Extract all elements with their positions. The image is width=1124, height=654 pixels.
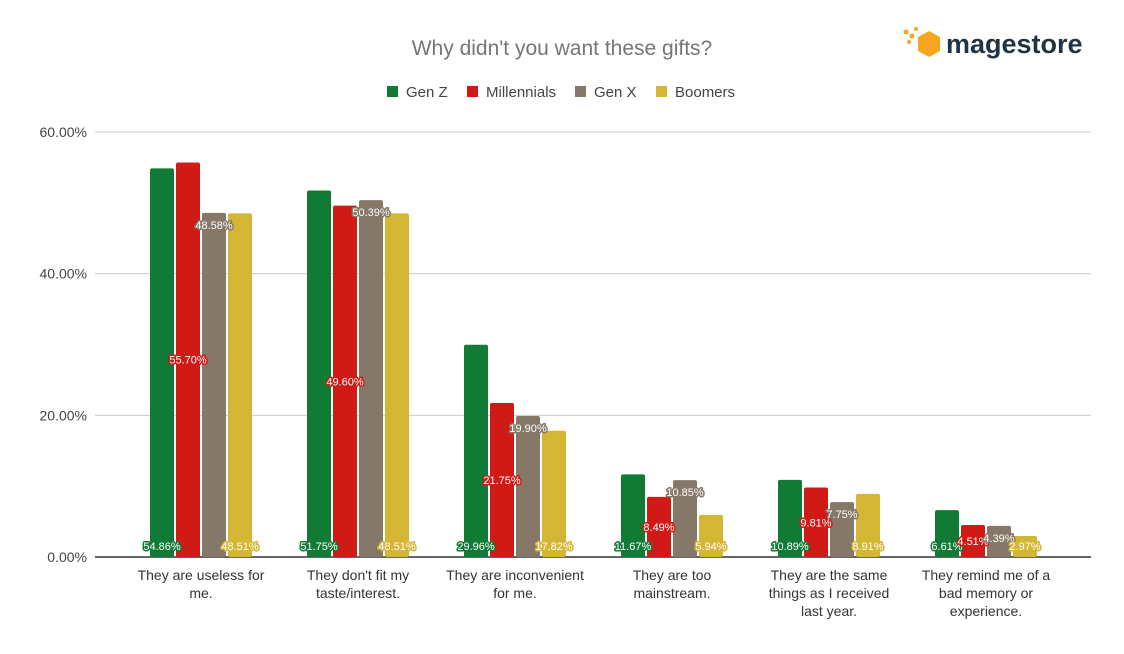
gridlines: 0.00% 20.00% 40.00% 60.00% [40, 124, 1091, 565]
data-label: 51.75% [300, 541, 338, 553]
x-tick-label: They are too [633, 567, 712, 583]
legend-label: Gen Z [406, 84, 448, 101]
orange-hexagon-icon [918, 31, 940, 57]
x-tick-label: They are inconvenient [446, 567, 584, 583]
y-tick-label: 0.00% [47, 549, 87, 565]
legend-swatch [467, 86, 478, 97]
x-tick-label: They are useless for [138, 567, 265, 583]
legend-swatch [387, 86, 398, 97]
data-label: 55.70% [169, 355, 207, 367]
y-tick-label: 60.00% [40, 124, 87, 140]
x-tick-label: things as I received [769, 585, 890, 601]
x-tick-label: for me. [493, 585, 537, 601]
data-label: 17.82% [535, 541, 573, 553]
logo-dot [914, 27, 918, 31]
bar [699, 514, 723, 557]
bar [647, 496, 671, 557]
bar [150, 168, 174, 558]
bar [961, 525, 985, 557]
bar [830, 502, 854, 557]
logo-dot [907, 40, 911, 44]
data-label: 11.67% [615, 541, 652, 553]
bar [464, 344, 488, 557]
bar [516, 416, 540, 557]
data-label: 19.90% [509, 423, 547, 435]
bar [935, 510, 959, 557]
bar [359, 200, 383, 557]
bar [542, 430, 566, 557]
data-label: 54.86% [143, 541, 181, 553]
data-label: 49.60% [326, 376, 364, 388]
data-label: 10.85% [666, 487, 704, 499]
bar [778, 479, 802, 557]
data-label: 48.58% [195, 220, 233, 232]
bar [385, 213, 409, 557]
data-label: 29.96% [457, 541, 495, 553]
bar [333, 205, 357, 557]
x-tick-label: last year. [801, 603, 857, 619]
legend-label: Gen X [594, 84, 637, 101]
bar [202, 212, 226, 557]
bar [490, 402, 514, 557]
bar [1013, 535, 1037, 557]
legend-swatch [575, 86, 586, 97]
bars: 54.86% 55.70% 48.58% 48.51% 51.75% 49.60% 50.3… [142, 162, 1042, 558]
data-label: 48.51% [221, 541, 259, 553]
legend-label: Millennials [486, 84, 556, 101]
data-label: 9.81% [800, 517, 831, 529]
x-tick-label: They are the same [771, 567, 888, 583]
bar [987, 525, 1011, 557]
data-label: 5.94% [695, 541, 726, 553]
bar [176, 162, 200, 558]
data-label: 21.75% [483, 475, 521, 487]
bar [673, 480, 697, 557]
data-label: 10.89% [771, 541, 809, 553]
data-label: 6.61% [931, 541, 962, 553]
bar [856, 493, 880, 557]
x-tick-label: experience. [950, 603, 1022, 619]
x-tick-label: mainstream. [633, 585, 710, 601]
x-tick-label: me. [189, 585, 212, 601]
legend-swatch [656, 86, 667, 97]
bar [228, 213, 252, 557]
x-tick-label: They don't fit my [307, 567, 409, 583]
magestore-logo: magestore [903, 27, 1083, 59]
data-label: 4.51% [957, 536, 988, 548]
x-tick-label: They remind me of a [922, 567, 1051, 583]
data-label: 7.75% [826, 509, 857, 521]
data-label: 4.39% [983, 533, 1014, 545]
data-label: 50.39% [352, 207, 390, 219]
legend-label: Boomers [675, 84, 735, 101]
logo-dot [903, 29, 909, 35]
data-label: 2.97% [1009, 541, 1040, 553]
y-tick-label: 40.00% [40, 266, 87, 282]
bar [307, 190, 331, 557]
data-label: 8.91% [852, 541, 883, 553]
x-tick-label: taste/interest. [316, 585, 400, 601]
bar [621, 474, 645, 557]
bar [804, 487, 828, 557]
data-label: 8.49% [643, 522, 674, 534]
data-label: 48.51% [378, 541, 416, 553]
legend: Gen Z Millennials Gen X Boomers [387, 84, 735, 101]
y-tick-label: 20.00% [40, 407, 87, 423]
x-tick-label: bad memory or [939, 585, 1033, 601]
logo-dot [909, 33, 915, 39]
logo-text: magestore [946, 29, 1083, 59]
chart-title: Why didn't you want these gifts? [412, 37, 713, 60]
x-axis-labels: They are useless for me. They don't fit my… [138, 567, 1051, 619]
